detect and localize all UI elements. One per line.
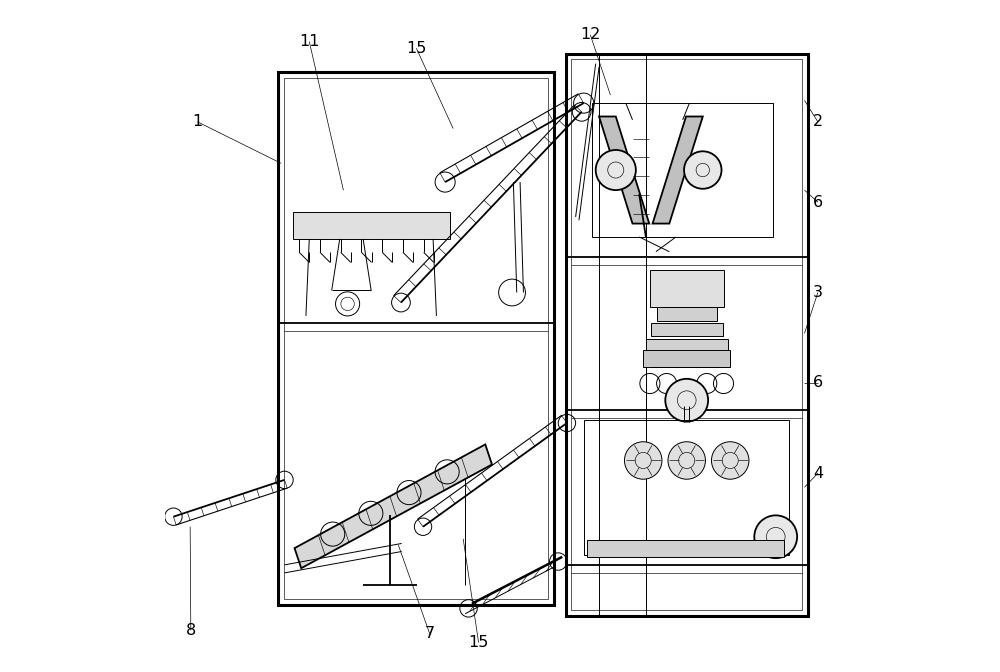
Bar <box>592 103 773 237</box>
Circle shape <box>624 442 662 479</box>
Circle shape <box>684 151 722 189</box>
Text: 6: 6 <box>813 376 823 390</box>
Bar <box>657 306 717 321</box>
Bar <box>650 269 724 306</box>
Bar <box>293 212 450 239</box>
Text: 3: 3 <box>813 285 823 300</box>
Bar <box>587 540 784 557</box>
Polygon shape <box>653 116 703 224</box>
Text: 4: 4 <box>813 466 823 480</box>
Bar <box>584 419 789 555</box>
Text: 6: 6 <box>813 195 823 210</box>
Text: 7: 7 <box>425 626 435 641</box>
Bar <box>278 73 554 605</box>
Text: 8: 8 <box>186 623 196 638</box>
Circle shape <box>596 150 636 190</box>
Circle shape <box>668 442 705 479</box>
Text: 1: 1 <box>192 114 203 129</box>
Bar <box>651 323 723 336</box>
Circle shape <box>754 515 797 558</box>
Bar <box>566 54 808 616</box>
Bar <box>643 350 730 367</box>
Text: 12: 12 <box>580 28 601 42</box>
Text: 15: 15 <box>468 635 489 650</box>
Polygon shape <box>599 116 649 224</box>
Polygon shape <box>295 444 492 569</box>
Bar <box>571 59 802 610</box>
Text: 11: 11 <box>299 34 320 49</box>
Bar <box>646 339 728 351</box>
Circle shape <box>711 442 749 479</box>
Bar <box>284 79 548 599</box>
Circle shape <box>665 379 708 421</box>
Text: 15: 15 <box>406 41 427 56</box>
Text: 2: 2 <box>813 114 823 129</box>
